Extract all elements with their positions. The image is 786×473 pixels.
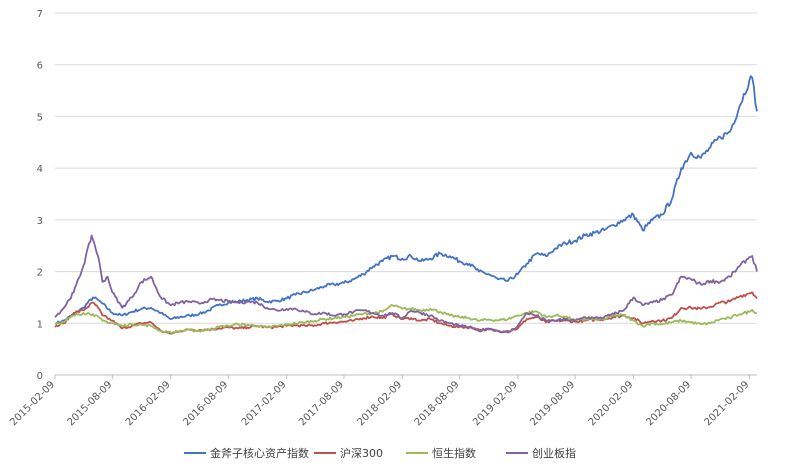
x-tick-label: 2019-08-09: [528, 379, 577, 428]
y-tick-label: 5: [37, 112, 43, 123]
x-tick-label: 2016-08-09: [182, 379, 231, 428]
x-tick-label: 2015-08-09: [66, 379, 115, 428]
series-line-2: [54, 304, 758, 335]
legend-label: 金斧子核心资产指数: [210, 446, 309, 460]
x-tick-label: 2016-02-09: [124, 379, 173, 428]
legend-label: 沪深300: [340, 446, 383, 460]
legend: 金斧子核心资产指数 沪深300 恒生指数 创业板指: [184, 446, 576, 460]
series-line-0: [54, 75, 758, 325]
x-tick-label: 2017-08-09: [297, 379, 346, 428]
y-tick-label: 7: [37, 9, 43, 20]
y-axis-ticks: 0 1 2 3 4 5 6 7: [37, 9, 43, 382]
x-tick-label: 2021-02-09: [703, 379, 752, 428]
x-tick-label: 2020-02-09: [587, 379, 636, 428]
x-tick-label: 2019-02-09: [471, 379, 520, 428]
x-tick-label: 2017-02-09: [240, 379, 289, 428]
legend-label: 创业板指: [532, 446, 576, 460]
x-tick-label: 2018-02-09: [355, 379, 404, 428]
y-tick-label: 0: [37, 371, 43, 382]
x-tick-label: 2020-08-09: [644, 379, 693, 428]
gridlines: [55, 12, 757, 376]
y-tick-label: 1: [37, 319, 43, 330]
legend-label: 恒生指数: [432, 446, 476, 460]
x-tick-label: 2018-08-09: [413, 379, 462, 428]
y-tick-label: 2: [37, 268, 43, 279]
y-tick-label: 6: [37, 61, 43, 72]
series-lines: [54, 75, 758, 335]
x-axis-ticks: 2015-02-09 2015-08-09 2016-02-09 2016-08-09…: [8, 375, 752, 428]
series-line-3: [54, 234, 758, 334]
y-tick-label: 4: [37, 164, 43, 175]
y-tick-label: 3: [37, 216, 43, 227]
x-tick-label: 2015-02-09: [8, 379, 57, 428]
